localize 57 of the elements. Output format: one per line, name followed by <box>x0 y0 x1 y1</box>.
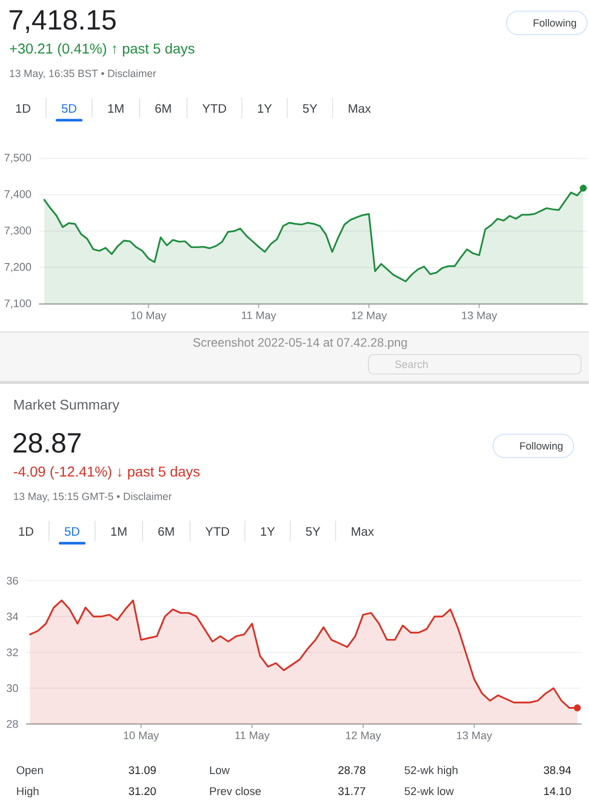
chart-subtitle: -4.09 (-12.41%) ↓ past 5 days <box>14 466 200 480</box>
text: 31.20 <box>128 787 156 796</box>
text: YTD <box>205 527 230 536</box>
y-tick-label: 7,500 <box>4 154 32 163</box>
text: 5D <box>64 527 80 536</box>
y-tick-label: 30 <box>6 684 18 692</box>
y-tick-label: 7,300 <box>4 226 32 236</box>
text: 5D <box>62 104 76 113</box>
text: 5Y <box>306 527 320 536</box>
text: 6M <box>155 104 171 113</box>
text: 28.78 <box>338 766 366 774</box>
x-tick-label: 11 May <box>242 312 276 322</box>
text: High <box>17 786 38 798</box>
text: Search <box>395 360 428 368</box>
text: Max <box>348 104 371 113</box>
text: Market Summary <box>14 399 120 412</box>
text: 52-wk low <box>404 786 454 796</box>
text: 1D <box>16 104 30 113</box>
x-tick-label: 13 May <box>462 312 498 322</box>
y-tick-label: 34 <box>6 612 18 620</box>
text: 1M <box>111 527 126 536</box>
x-tick-label: 13 May <box>457 732 492 742</box>
text: Open <box>16 766 43 776</box>
y-tick-label: 7,100 <box>4 299 32 309</box>
x-tick-label: 12 May <box>346 732 382 742</box>
text: 38.94 <box>544 766 571 774</box>
text: 1Y <box>261 527 275 536</box>
text: 1Y <box>258 104 272 113</box>
y-tick-label: 32 <box>6 648 18 656</box>
y-tick-label: 7,200 <box>4 263 32 272</box>
text: 13 May, 15:15 GMT-5 • Disclaimer <box>14 492 172 502</box>
chart-subtitle: +30.21 (0.41%) ↑ past 5 days <box>10 43 194 56</box>
y-tick-label: 7,400 <box>4 190 32 200</box>
x-tick-label: 12 May <box>352 312 387 322</box>
chart-title: 7,418.15 <box>10 10 116 34</box>
text: 1D <box>19 527 34 536</box>
y-tick-label: 36 <box>6 576 18 585</box>
x-tick-label: 11 May <box>235 732 270 742</box>
text: 52-wk high <box>404 766 458 776</box>
x-tick-label: 10 May <box>124 732 159 742</box>
y-tick-label: 28 <box>6 720 18 728</box>
text: Max <box>352 527 374 536</box>
text: Prev close <box>210 786 261 796</box>
x-tick-label: 10 May <box>131 312 166 322</box>
text: Low <box>210 766 230 774</box>
text: YTD <box>202 104 226 113</box>
text: 1M <box>108 104 124 113</box>
text: Screenshot 2022-05-14 at 07.42.28.png <box>193 338 407 350</box>
text: 6M <box>158 527 174 536</box>
chart-title: 28.87 <box>14 433 81 453</box>
text: 31.77 <box>338 787 366 796</box>
text: 14.10 <box>544 787 571 796</box>
text: Following <box>520 442 562 452</box>
text: 5Y <box>302 104 318 113</box>
text: 31.09 <box>128 766 156 774</box>
text: Following <box>534 19 576 29</box>
text: 13 May, 16:35 BST • Disclaimer <box>10 69 156 80</box>
